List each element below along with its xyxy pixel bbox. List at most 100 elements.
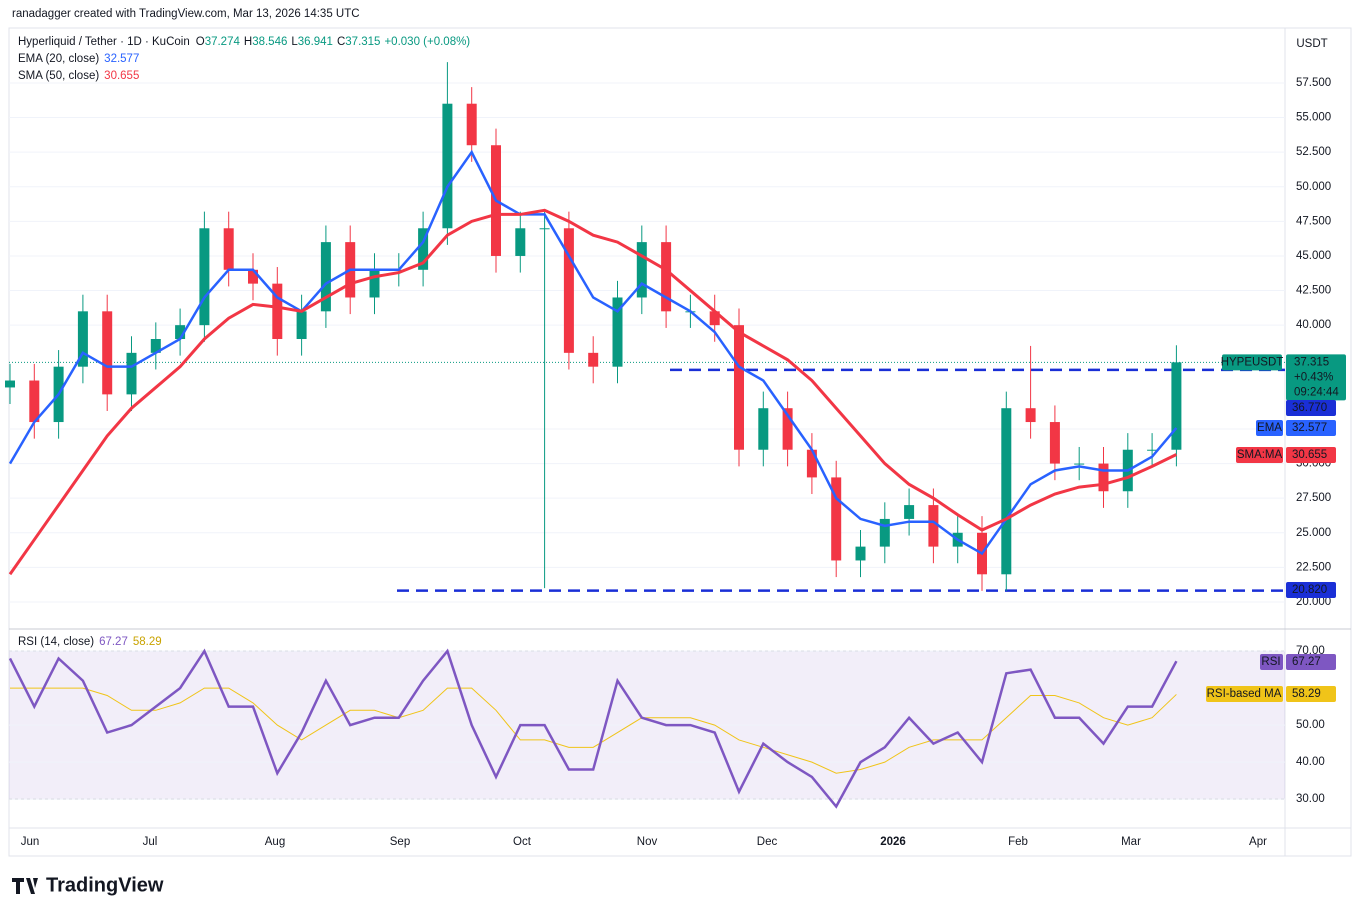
candle-body [102, 311, 113, 395]
symbol-badge [1222, 354, 1282, 371]
candle-body [150, 339, 161, 353]
ma-badge [1286, 420, 1336, 436]
candle-body [1147, 449, 1158, 451]
rsi-ma-tag [1206, 686, 1283, 702]
candle-body [904, 505, 915, 519]
rsi-ma-badge-text: 58.29 [1292, 688, 1321, 700]
candle-body [77, 311, 88, 367]
ohlc-value: 36.941 [298, 36, 333, 48]
x-tick-label: Nov [637, 836, 658, 848]
candle-body [758, 408, 769, 450]
y-tick-label: 45.000 [1296, 250, 1331, 262]
ma-tag [1236, 447, 1283, 463]
candle-body [539, 228, 550, 230]
candle-body [466, 103, 477, 146]
candle-body [928, 505, 939, 547]
candle-body [29, 380, 40, 423]
y-tick-label: 52.500 [1296, 146, 1331, 158]
x-tick-label: Sep [390, 836, 410, 848]
candle-body [199, 228, 210, 326]
candle-body [1171, 362, 1182, 450]
y-tick-label: 55.000 [1296, 112, 1331, 124]
candle-body [515, 228, 526, 256]
rsi-badge [1286, 654, 1336, 670]
change: +0.030 (+0.08%) [384, 36, 470, 48]
candle-body [223, 228, 234, 270]
candle-body [175, 325, 186, 340]
candle-body [879, 518, 890, 547]
price-badge-text: 37.315 [1294, 356, 1329, 368]
ohlc-value: 37.274 [205, 36, 241, 48]
x-tick-label: Oct [513, 836, 532, 848]
y-tick-label: 50.000 [1296, 181, 1331, 193]
ma-tag [1256, 420, 1283, 436]
x-tick-label: Aug [265, 836, 285, 848]
price-badge [1286, 354, 1346, 401]
legend-title: Hyperliquid / Tether · 1D · KuCoin O37.27… [18, 36, 470, 48]
rsi-badge-text: 67.27 [1292, 656, 1321, 668]
y-tick-label: 22.500 [1296, 561, 1331, 573]
rsi-legend: RSI (14, close) 67.27 58.29 [18, 636, 162, 648]
candle-body [1049, 422, 1060, 464]
candle-body [369, 269, 380, 298]
ohlc-label: H [244, 36, 252, 48]
symbol-badge-text: HYPEUSDT [1221, 356, 1284, 368]
rsi-ma-tag-text: RSI-based MA [1207, 688, 1282, 700]
candle-body [5, 380, 15, 388]
ma-tag-text: EMA [1257, 422, 1282, 434]
rsi-ma-value: 58.29 [133, 636, 162, 648]
ohlc-value: 37.315 [345, 36, 380, 48]
ma-line [8, 149, 1178, 556]
price-change-text: +0.43% [1294, 371, 1333, 383]
legend-item: SMA (50, close) 30.655 [18, 70, 139, 82]
countdown-text: 09:24:44 [1294, 386, 1339, 398]
candle-body [1001, 408, 1012, 575]
rsi-ma-line [10, 687, 1177, 774]
frame [8, 27, 1352, 857]
y-tick-label: 57.500 [1296, 77, 1331, 89]
ma-badge-text: 30.655 [1292, 449, 1327, 461]
candle-body [636, 242, 647, 298]
legend-name: SMA (50, close) [18, 70, 99, 82]
x-tick-label: Jun [21, 836, 40, 848]
candle-body [1098, 463, 1109, 492]
candle-body [831, 477, 842, 561]
candle-body [272, 283, 283, 340]
candle-body [806, 449, 817, 478]
legend-item: EMA (20, close) 32.577 [18, 53, 139, 65]
level-badge-text: 36.770 [1292, 402, 1327, 414]
rsi-value: 67.27 [99, 636, 128, 648]
candle-body [588, 352, 599, 367]
rsi-tag-text: RSI [1261, 656, 1280, 668]
y-tick-label: 25.000 [1296, 527, 1331, 539]
y-tick-label: 20.000 [1296, 596, 1331, 608]
candle-body [296, 311, 307, 340]
ohlc-label: L [291, 36, 298, 48]
ma-line [8, 208, 1178, 576]
candle-body [612, 297, 623, 367]
x-tick-label: Apr [1249, 836, 1267, 848]
ma-badge-text: 32.577 [1292, 422, 1327, 434]
level-badge [1286, 400, 1336, 416]
ma-tag-text: SMA:MA [1237, 449, 1283, 461]
candle-body [320, 242, 331, 312]
level-badge [1286, 582, 1336, 598]
candle-body [855, 546, 866, 561]
candle-body [442, 103, 453, 229]
rsi-line [8, 648, 1178, 809]
y-tick-label: 27.500 [1296, 492, 1331, 504]
currency: USDT [1296, 38, 1327, 50]
ohlc-value: 38.546 [252, 36, 287, 48]
candle-body [563, 228, 574, 353]
y-tick-label: 47.500 [1296, 215, 1331, 227]
x-tick-label: Feb [1008, 836, 1028, 848]
candle-body [248, 269, 258, 284]
candle-body [418, 228, 429, 270]
ohlc-label: C [337, 36, 345, 48]
symbol: Hyperliquid / Tether · 1D · KuCoin [18, 36, 190, 48]
rsi-tick-label: 50.00 [1296, 719, 1325, 731]
level-badge-text: 20.820 [1292, 584, 1327, 596]
x-tick-label: Jul [143, 836, 158, 848]
candle-body [661, 242, 672, 312]
